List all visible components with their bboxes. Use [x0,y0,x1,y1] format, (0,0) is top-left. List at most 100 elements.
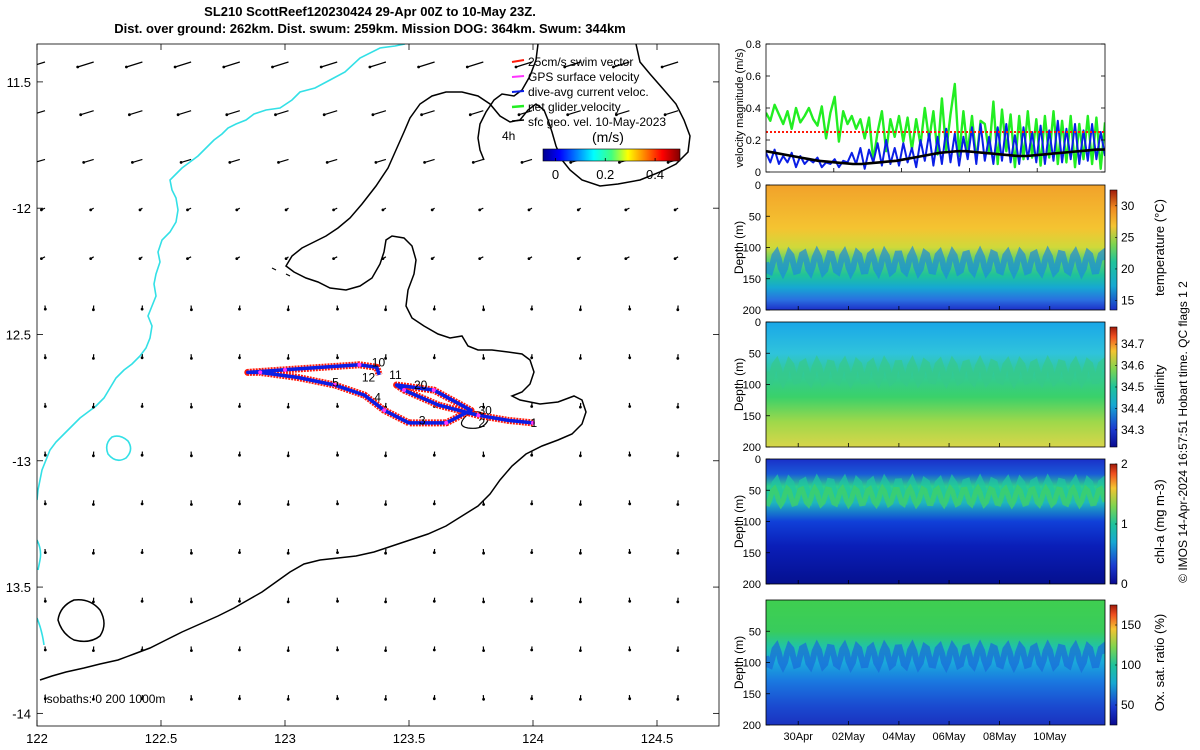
current-vector-head [384,503,387,506]
current-vector-head [520,161,524,164]
current-vector [272,61,289,68]
current-vector-head [576,208,580,212]
current-vector-head [673,257,677,260]
isobath-north [477,44,539,161]
time-xtick-label: 06May [933,731,967,743]
map-xtick-label: 124 [522,731,544,746]
current-vector-head [579,405,582,409]
velocity-colorbar-tick: 0 [552,167,559,182]
gps-point [402,388,407,393]
current-vector-head [89,208,93,212]
profile-colorbar-tick: 15 [1121,294,1135,308]
current-vector-head [173,65,177,69]
current-vector-head [286,357,290,360]
profile-colorbar-tick: 34.4 [1121,401,1145,415]
current-vector-head [482,551,485,555]
current-vector-head [663,113,667,117]
legend-sfc-geo-vel: sfc geo. vel. 10-May-2023 [528,115,666,129]
current-vector-head [676,308,680,312]
current-vector-head [563,65,567,69]
current-vector-head [92,551,95,555]
current-vector-head [612,65,615,69]
current-vector [83,158,94,163]
current-vector-head [432,599,436,603]
profile-colorbar-tick: 2 [1121,457,1128,471]
current-vector-head [43,502,47,506]
current-vector-head [618,161,621,164]
current-vector-head [430,257,434,260]
profile-colorbar-tick: 1 [1121,517,1128,531]
profile-ytick-label: 150 [743,548,761,560]
current-vector [467,61,484,68]
current-vector [470,110,484,116]
current-vector-head [131,161,134,164]
current-vector-head [384,308,387,312]
gps-point [283,367,287,372]
current-vector-head [676,649,680,652]
profile-colorbar-tick: 34.5 [1121,380,1145,394]
time-xtick-label: 02May [832,731,866,743]
current-vector-head [286,503,290,506]
current-vector [321,61,338,68]
current-vector [278,158,289,163]
current-vector-head [238,648,241,652]
profile-colorbar-tick: 30 [1121,199,1135,213]
current-vector-head [676,697,680,701]
current-vector-head [628,551,632,554]
velocity-ytick-label: 0 [755,167,761,179]
current-vector-head [579,697,582,701]
track-day-label: 20 [414,378,428,392]
current-vector-head [43,648,47,652]
current-vector-head [569,161,573,164]
profile-ytick-label: 200 [743,442,761,454]
legend-colorbar-unit: (m/s) [592,129,624,145]
map-xtick-label: 122 [26,731,48,746]
map-ytick-label: 13.5 [6,580,31,595]
current-vector-head [384,454,387,458]
current-vector [515,61,533,68]
current-vector-head [384,600,387,604]
profile-ytick-label: 150 [743,689,761,701]
current-vector-head [238,307,241,311]
current-vector-head [140,307,144,311]
current-vector-head [43,356,47,360]
current-vector-head [430,208,434,212]
current-vector-head [468,113,472,117]
current-vector-head [384,697,387,701]
velocity-colorbar [542,148,681,162]
current-vector [129,110,143,116]
profile-ytick-label: 50 [749,211,761,223]
current-vector-head [286,308,290,312]
track-day-label: 1 [531,416,538,430]
profile-oscillation [766,245,1105,280]
current-vector-head [238,502,241,506]
current-vector-head [482,503,485,506]
current-vector-head [628,453,632,457]
current-vector-head [76,65,80,69]
current-vector-head [530,356,534,360]
track-day-label: 3 [419,413,426,427]
current-vector-head [374,161,378,164]
current-vector-head [336,648,339,652]
profile-colorbar-tick: 34.6 [1121,359,1145,373]
current-vector-head [190,600,193,604]
current-vector-head [43,697,47,701]
current-vector [132,158,143,163]
profile-colorbar-tick: 0 [1121,577,1128,591]
legend-swim-vector: 25cm/s swim vector [528,55,633,69]
velocity-series [766,82,1105,170]
current-vector-head [140,502,144,506]
current-vector-head [286,405,290,409]
time-xtick-label: 04May [882,731,916,743]
current-vector-head [530,405,534,408]
current-vector-head [277,161,280,164]
current-vector-head [140,697,144,701]
current-vector-head [432,648,436,652]
profile-colorbar-tick: 50 [1121,698,1135,712]
current-vector-head [79,113,83,117]
current-vector-head [286,600,290,604]
current-vector-head [628,307,632,311]
current-vector-head [676,551,680,555]
chl-maximum-layer [766,483,1105,510]
